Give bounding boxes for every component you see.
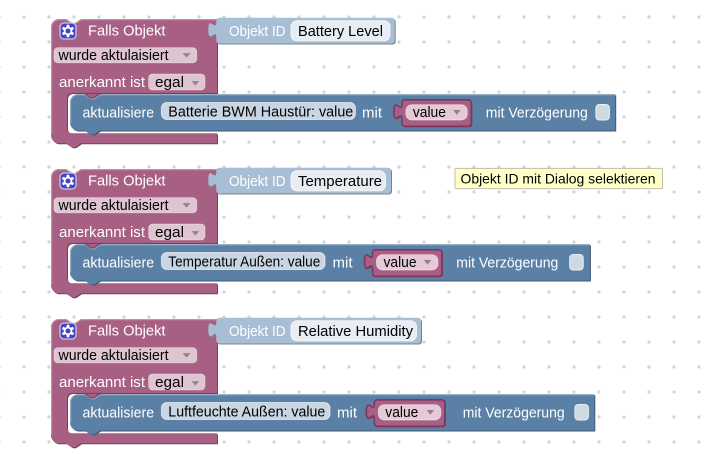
- svg-text:value: value: [384, 255, 417, 271]
- svg-text:value: value: [413, 105, 446, 121]
- svg-text:value: value: [385, 405, 418, 421]
- svg-text:Batterie BWM Haustür: value: Batterie BWM Haustür: value: [168, 105, 353, 121]
- svg-text:Relative Humidity: Relative Humidity: [298, 324, 414, 340]
- svg-text:mit: mit: [362, 105, 382, 121]
- svg-text:Temperatur Außen: value: Temperatur Außen: value: [168, 255, 320, 271]
- svg-text:Temperature: Temperature: [298, 174, 382, 190]
- svg-text:aktualisiere: aktualisiere: [83, 255, 155, 271]
- svg-text:egal: egal: [155, 375, 184, 391]
- svg-text:egal: egal: [155, 75, 184, 91]
- svg-text:mit Verzögerung: mit Verzögerung: [463, 405, 565, 421]
- svg-text:mit: mit: [333, 255, 353, 271]
- svg-text:Falls Objekt: Falls Objekt: [88, 23, 166, 39]
- svg-text:anerkannt ist: anerkannt ist: [59, 75, 145, 91]
- svg-text:aktualisiere: aktualisiere: [83, 405, 155, 421]
- svg-text:Falls Objekt: Falls Objekt: [88, 173, 166, 189]
- svg-text:Luftfeuchte Außen: value: Luftfeuchte Außen: value: [168, 405, 325, 421]
- svg-text:mit: mit: [337, 405, 357, 421]
- svg-text:Objekt ID: Objekt ID: [229, 324, 286, 340]
- svg-text:Battery Level: Battery Level: [298, 24, 383, 40]
- svg-text:anerkannt ist: anerkannt ist: [59, 225, 145, 241]
- svg-text:Falls Objekt: Falls Objekt: [88, 323, 166, 339]
- svg-text:wurde aktulaisiert: wurde aktulaisiert: [58, 198, 169, 214]
- svg-text:egal: egal: [155, 225, 184, 241]
- svg-text:aktualisiere: aktualisiere: [83, 105, 155, 121]
- svg-text:anerkannt ist: anerkannt ist: [59, 375, 145, 391]
- svg-text:Objekt ID: Objekt ID: [229, 24, 286, 40]
- svg-text:wurde aktulaisiert: wurde aktulaisiert: [58, 348, 169, 364]
- svg-text:wurde aktulaisiert: wurde aktulaisiert: [58, 48, 169, 64]
- svg-text:Objekt ID: Objekt ID: [229, 174, 286, 190]
- svg-text:Objekt ID mit Dialog selektier: Objekt ID mit Dialog selektieren: [461, 170, 656, 186]
- svg-text:mit Verzögerung: mit Verzögerung: [456, 255, 558, 271]
- svg-text:mit Verzögerung: mit Verzögerung: [486, 105, 588, 121]
